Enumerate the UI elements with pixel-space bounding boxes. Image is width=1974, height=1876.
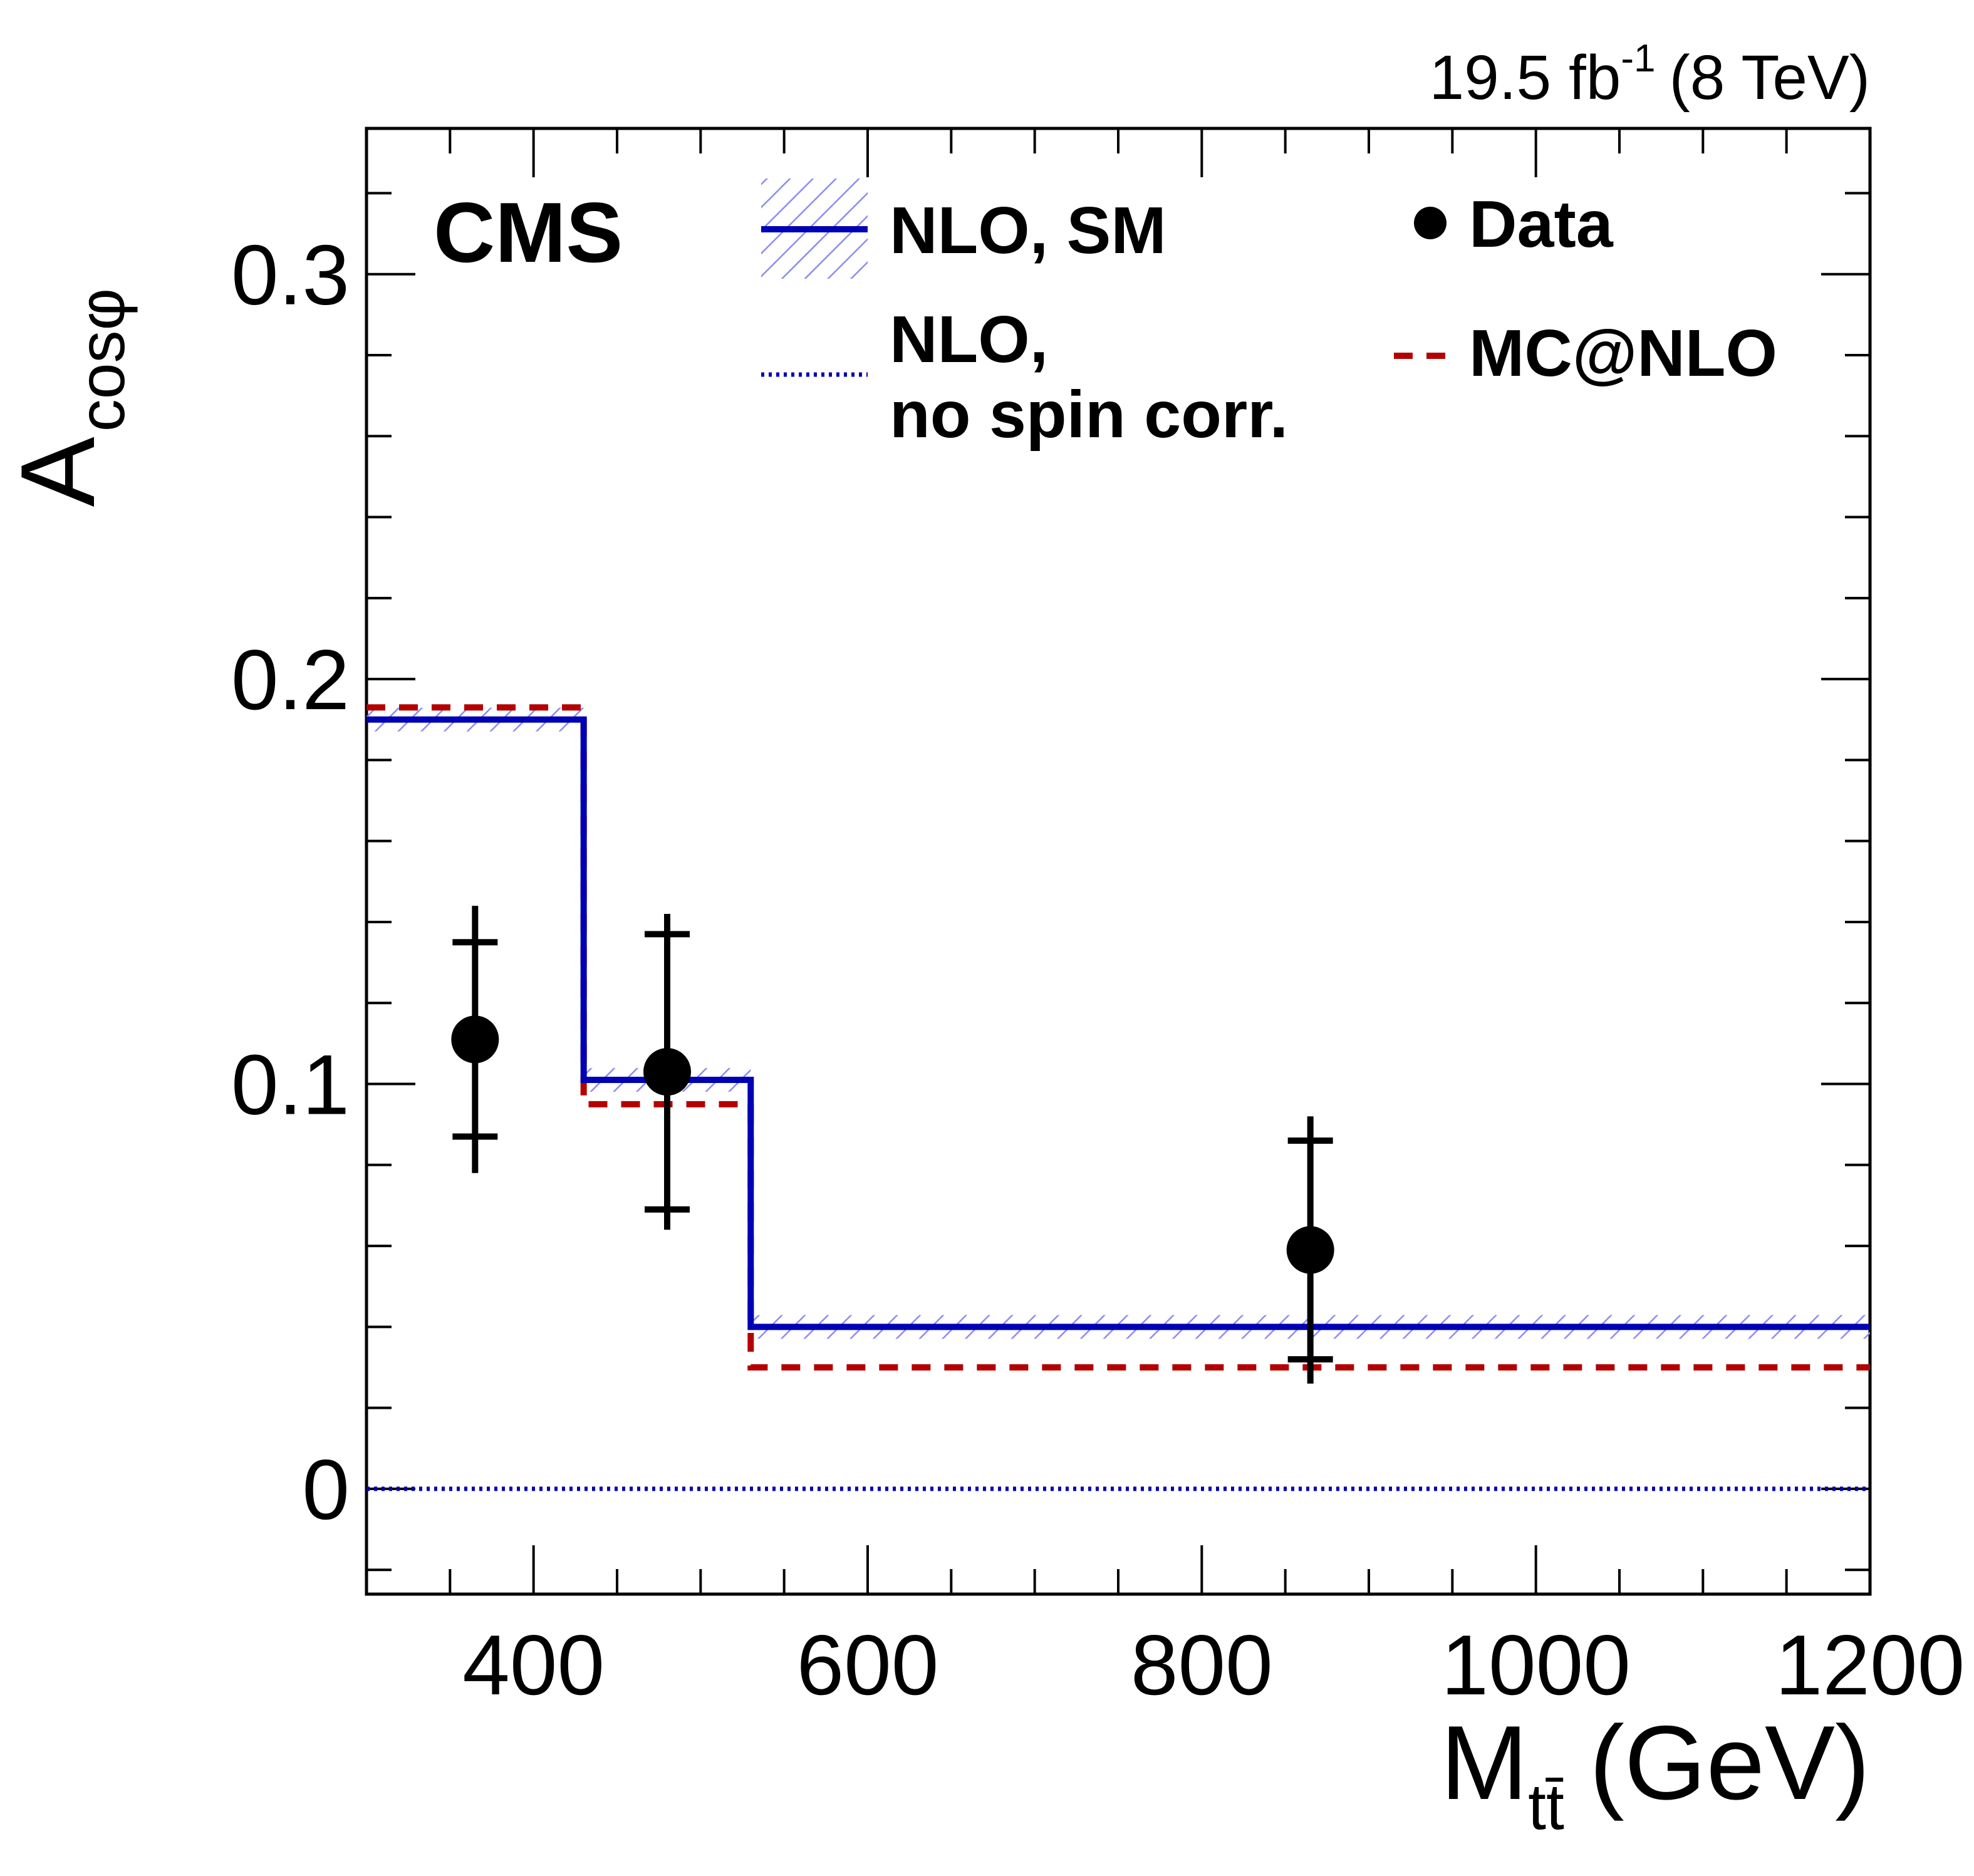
data-point-0 bbox=[451, 1015, 499, 1064]
data-point-1 bbox=[643, 1048, 691, 1096]
y-axis-title: Acosφ bbox=[0, 288, 138, 507]
data-point-2 bbox=[1286, 1226, 1334, 1274]
cms-label: CMS bbox=[434, 185, 623, 280]
x-tick-label-600: 600 bbox=[797, 1617, 939, 1713]
legend-data-label: Data bbox=[1469, 187, 1614, 261]
lumi-label: 19.5 fb-1 (8 TeV) bbox=[1430, 37, 1870, 113]
lumi-value: 19.5 fb bbox=[1430, 43, 1621, 113]
legend: NLO, SM NLO, no spin corr. Data MC@NLO bbox=[761, 179, 1777, 452]
x-axis-title: Mtt̄ (GeV) bbox=[1440, 1704, 1870, 1843]
y-axis-title-sub: cosφ bbox=[66, 288, 138, 432]
legend-mcnlo-label: MC@NLO bbox=[1469, 316, 1777, 390]
x-tick-label-800: 800 bbox=[1131, 1617, 1273, 1713]
legend-nospin-label-2: no spin corr. bbox=[890, 378, 1288, 452]
y-tick-label-0.1: 0.1 bbox=[231, 1037, 350, 1132]
x-axis-title-main: M bbox=[1440, 1704, 1528, 1822]
legend-data-marker bbox=[1414, 207, 1447, 239]
y-tick-label-0.3: 0.3 bbox=[231, 227, 350, 323]
x-tick-label-1000: 1000 bbox=[1441, 1617, 1631, 1713]
legend-nospin-label-1: NLO, bbox=[890, 303, 1048, 376]
x-axis-title-sub: tt̄ bbox=[1528, 1771, 1564, 1843]
legend-nlo-sm-label: NLO, SM bbox=[890, 194, 1166, 267]
lumi-exponent: -1 bbox=[1621, 37, 1655, 80]
y-tick-label-0.2: 0.2 bbox=[231, 632, 350, 727]
x-tick-label-1200: 1200 bbox=[1775, 1617, 1965, 1713]
lumi-energy: (8 TeV) bbox=[1669, 43, 1870, 113]
series-mcnlo bbox=[366, 704, 1870, 1371]
y-tick-label-0: 0 bbox=[302, 1442, 350, 1537]
series-nlo-sm bbox=[366, 716, 1870, 1330]
plot-area: 400 600 800 1000 1200 0 0.1 0.2 0.3 bbox=[231, 127, 1965, 1713]
x-tick-label-400: 400 bbox=[462, 1617, 605, 1713]
x-axis-title-unit: (GeV) bbox=[1589, 1704, 1870, 1822]
y-axis-title-main: A bbox=[0, 437, 117, 507]
